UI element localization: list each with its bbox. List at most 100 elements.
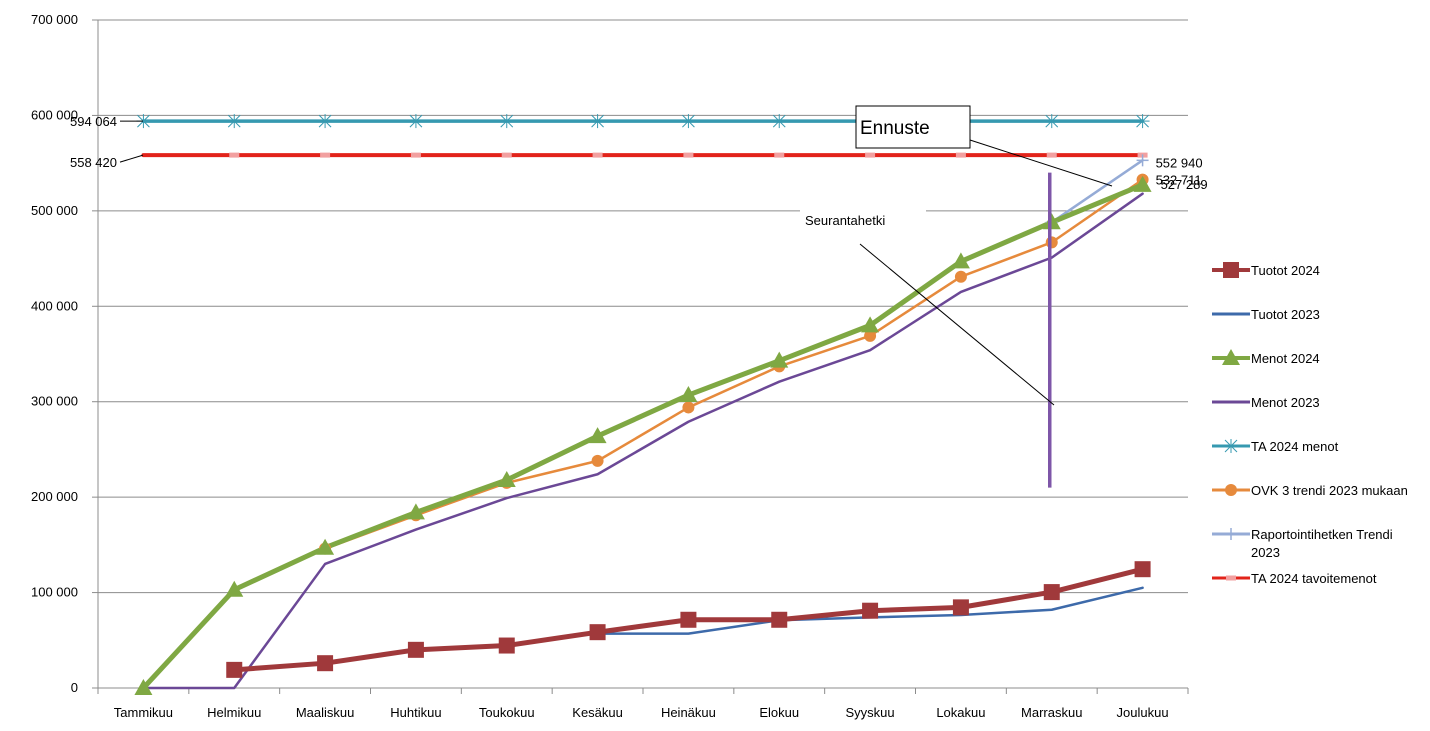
circle-marker bbox=[682, 401, 695, 414]
square-marker bbox=[952, 599, 969, 616]
circle-marker bbox=[1225, 484, 1237, 496]
y-tick-label: 300 000 bbox=[31, 394, 78, 409]
y-tick-label: 600 000 bbox=[31, 107, 78, 122]
triangle-marker bbox=[316, 538, 335, 555]
star-marker bbox=[318, 114, 333, 129]
legend-item: OVK 3 trendi 2023 mukaan bbox=[1212, 483, 1408, 498]
legend-item: Tuotot 2024 bbox=[1212, 262, 1320, 278]
seurantahetki-box bbox=[800, 205, 926, 237]
square-marker bbox=[317, 655, 334, 672]
legend-label: Menot 2023 bbox=[1251, 395, 1320, 410]
square-marker bbox=[407, 641, 424, 658]
legend-label: Menot 2024 bbox=[1251, 351, 1320, 366]
legend-label: TA 2024 tavoitemenot bbox=[1251, 571, 1377, 586]
dash-marker bbox=[955, 152, 966, 158]
square-marker bbox=[226, 661, 243, 678]
series-line bbox=[323, 178, 1144, 550]
legend-item: Menot 2024 bbox=[1212, 349, 1320, 366]
square-marker bbox=[1043, 584, 1060, 601]
square-marker bbox=[589, 624, 606, 641]
legend: Tuotot 2024 Tuotot 2023 Menot 2024 Menot 20… bbox=[1212, 262, 1408, 586]
triangle-marker bbox=[951, 252, 970, 269]
legend-item: TA 2024 tavoitemenot bbox=[1212, 571, 1377, 586]
series-markers bbox=[134, 114, 1152, 695]
star-marker bbox=[1044, 114, 1059, 129]
legend-item: Tuotot 2023 bbox=[1212, 307, 1320, 322]
triangle-marker bbox=[861, 316, 880, 333]
x-tick-label: Huhtikuu bbox=[390, 705, 441, 720]
dash-marker bbox=[592, 152, 603, 158]
legend-item: Menot 2023 bbox=[1212, 395, 1320, 410]
circle-marker bbox=[591, 454, 604, 467]
square-marker bbox=[680, 611, 697, 628]
tavoite-value-label: 558 420 bbox=[70, 155, 117, 170]
y-tick-label: 500 000 bbox=[31, 203, 78, 218]
end-value-label: 527 289 bbox=[1161, 177, 1208, 192]
triangle-marker bbox=[134, 679, 153, 695]
star-marker bbox=[1135, 114, 1150, 129]
square-marker bbox=[498, 637, 515, 654]
x-tick-label: Tammikuu bbox=[114, 705, 173, 720]
dash-marker bbox=[410, 152, 421, 158]
x-tick-label: Elokuu bbox=[759, 705, 799, 720]
dash-marker bbox=[229, 152, 240, 158]
star-marker bbox=[499, 114, 514, 129]
y-tick-label: 700 000 bbox=[31, 12, 78, 27]
legend-label: Raportointihetken Trendi bbox=[1251, 527, 1393, 542]
series-lines bbox=[140, 119, 1146, 691]
star-marker bbox=[590, 114, 605, 129]
axes bbox=[92, 19, 1189, 694]
star-marker bbox=[772, 114, 787, 129]
square-marker bbox=[1223, 262, 1239, 278]
triangle-marker bbox=[1042, 213, 1061, 230]
y-tick-label: 200 000 bbox=[31, 489, 78, 504]
x-axis-tick-labels: Tammikuu Helmikuu Maaliskuu Huhtikuu Toukoku… bbox=[114, 705, 1169, 720]
leader-line bbox=[119, 154, 144, 163]
star-marker bbox=[1224, 439, 1238, 453]
square-marker bbox=[1134, 561, 1151, 578]
dash-marker bbox=[683, 152, 694, 158]
dash-marker bbox=[501, 152, 512, 158]
triangle-marker bbox=[770, 351, 789, 368]
star-marker bbox=[408, 114, 423, 129]
circle-marker bbox=[864, 329, 877, 342]
ennuste-box bbox=[855, 105, 971, 149]
legend-item: Raportointihetken Trendi 2023 bbox=[1212, 527, 1393, 560]
y-tick-label: 400 000 bbox=[31, 298, 78, 313]
dash-marker bbox=[865, 152, 876, 158]
ennuste-label: Ennuste bbox=[860, 118, 930, 139]
x-tick-label: Lokakuu bbox=[936, 705, 985, 720]
plus-marker bbox=[1136, 154, 1149, 167]
end-value-label: 552 940 bbox=[1156, 155, 1203, 170]
triangle-marker bbox=[497, 470, 516, 487]
ta-menot-value-label: 594 064 bbox=[70, 114, 117, 129]
triangle-marker bbox=[1133, 175, 1152, 192]
legend-item: TA 2024 menot bbox=[1212, 439, 1339, 454]
triangle-marker bbox=[225, 580, 244, 597]
dash-marker bbox=[1046, 152, 1057, 158]
circle-marker bbox=[1045, 236, 1058, 249]
legend-label: OVK 3 trendi 2023 mukaan bbox=[1251, 483, 1408, 498]
x-tick-label: Syyskuu bbox=[846, 705, 895, 720]
triangle-marker bbox=[679, 386, 698, 403]
gridlines bbox=[98, 19, 1188, 594]
square-marker bbox=[862, 602, 879, 619]
x-tick-label: Maaliskuu bbox=[296, 705, 355, 720]
triangle-marker bbox=[1222, 349, 1240, 365]
dash-marker bbox=[774, 152, 785, 158]
triangle-marker bbox=[588, 427, 607, 444]
series-line bbox=[1050, 159, 1144, 224]
seurantahetki-label: Seurantahetki bbox=[805, 213, 885, 228]
legend-label: Tuotot 2024 bbox=[1251, 263, 1320, 278]
y-tick-label: 0 bbox=[71, 680, 78, 695]
x-tick-label: Helmikuu bbox=[207, 705, 261, 720]
y-axis-tick-labels: 0 100 000 200 000 300 000 400 000 500 000 600 … bbox=[31, 12, 78, 695]
ennuste-leader bbox=[969, 139, 1113, 187]
dash-marker bbox=[1226, 575, 1236, 581]
dash-marker bbox=[320, 152, 331, 158]
triangle-marker bbox=[406, 503, 425, 520]
square-marker bbox=[771, 611, 788, 628]
circle-marker bbox=[954, 270, 967, 283]
